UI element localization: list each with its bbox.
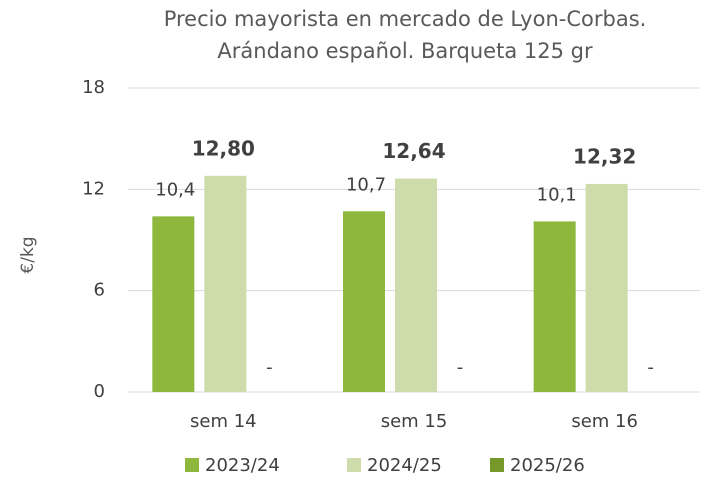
bar	[152, 216, 195, 392]
bar	[585, 183, 628, 392]
value-label: 12,64	[382, 139, 445, 163]
legend-label: 2025/26	[510, 455, 585, 476]
legend-swatch	[347, 458, 361, 472]
value-label: -	[647, 357, 654, 378]
value-label: -	[457, 357, 464, 378]
legend-swatch	[490, 458, 504, 472]
value-label: 10,7	[346, 174, 386, 195]
chart-title: Arándano español. Barqueta 125 gr	[217, 39, 593, 63]
value-label: 12,80	[192, 136, 255, 160]
value-label: 12,32	[573, 144, 636, 168]
value-label: 10,4	[155, 179, 195, 200]
bar	[533, 221, 576, 392]
bar	[395, 178, 437, 392]
legend-label: 2024/25	[367, 455, 442, 476]
x-tick-label: sem 15	[381, 411, 448, 432]
y-tick-label: 6	[94, 280, 105, 301]
value-label: 10,1	[537, 184, 577, 205]
y-tick-label: 0	[94, 381, 105, 402]
bar	[204, 175, 247, 392]
bar	[343, 211, 385, 392]
y-tick-label: 12	[82, 178, 105, 199]
legend-label: 2023/24	[205, 455, 280, 476]
legend-swatch	[185, 458, 199, 472]
y-tick-label: 18	[82, 77, 105, 98]
x-tick-label: sem 16	[571, 411, 638, 432]
x-tick-label: sem 14	[190, 411, 257, 432]
y-axis-label: €/kg	[18, 236, 38, 273]
chart-title: Precio mayorista en mercado de Lyon-Corb…	[164, 7, 647, 31]
value-label: -	[266, 357, 273, 378]
